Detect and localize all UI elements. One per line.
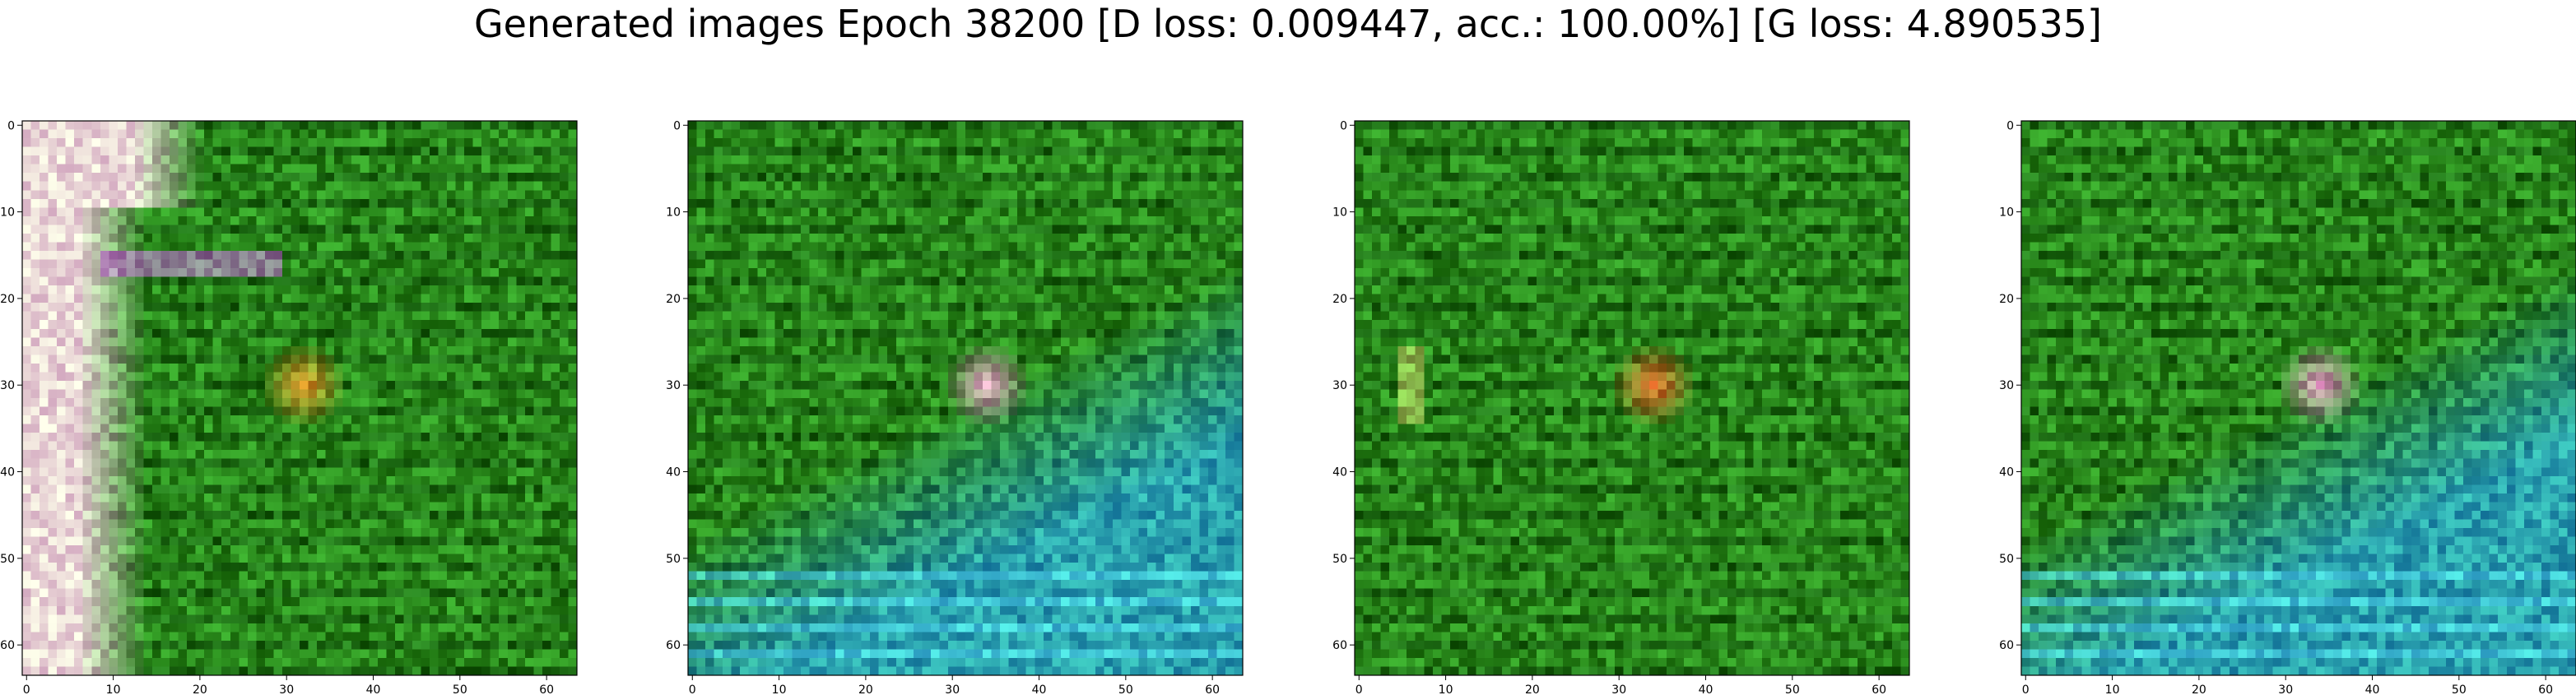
y-tick-label: 0 [673,119,681,132]
axes-frame [2020,120,2576,676]
x-tick-label: 30 [279,683,294,695]
panel-2: 0 10 20 30 40 50 60 0 10 20 30 40 50 60 [666,119,1244,695]
axes-frame [1354,120,1910,676]
y-tick-label: 60 [666,639,681,652]
y-tick-label: 40 [1999,466,2014,480]
y-tick-label: 10 [1999,206,2014,220]
generated-image [2021,121,2576,675]
panel-1: 0 10 20 30 40 50 60 0 10 20 30 40 50 60 [0,119,578,695]
axes-frame [687,120,1244,676]
x-tick-label: 10 [772,683,787,695]
x-tick-label: 60 [2538,683,2553,695]
x-tick-label: 20 [2192,683,2206,695]
x-tick-label: 40 [366,683,381,695]
y-tick-label: 40 [0,466,15,480]
y-tick-label: 0 [7,119,15,132]
x-tick-label: 30 [1611,683,1626,695]
y-tick-label: 10 [666,206,681,220]
y-tick-label: 50 [1999,553,2014,566]
x-tick-label: 10 [1439,683,1453,695]
x-tick-label: 40 [1699,683,1713,695]
y-tick-label: 0 [1340,119,1347,132]
y-tick-label: 40 [666,466,681,480]
y-tick-label: 30 [1999,379,2014,392]
x-tick-label: 60 [1872,683,1886,695]
y-tick-label: 50 [1332,553,1347,566]
y-tick-label: 50 [666,553,681,566]
y-tick-label: 20 [0,293,15,306]
x-tick-label: 60 [539,683,554,695]
y-tick-label: 30 [1332,379,1347,392]
panel-4: 0 10 20 30 40 50 60 0 10 20 30 40 50 60 [1999,119,2576,695]
x-tick-label: 20 [1525,683,1540,695]
y-tick-label: 60 [1332,639,1347,652]
x-tick-label: 10 [2105,683,2120,695]
y-tick-label: 20 [1332,293,1347,306]
y-tick-label: 50 [0,553,15,566]
x-tick-label: 40 [1032,683,1047,695]
y-tick-label: 60 [1999,639,2014,652]
x-tick-label: 40 [2365,683,2380,695]
x-tick-label: 0 [689,683,696,695]
axes-frame [21,120,578,676]
y-tick-label: 10 [0,206,15,220]
x-tick-label: 20 [858,683,873,695]
generated-image [22,121,577,675]
figure-title: Generated images Epoch 38200 [D loss: 0.… [473,2,2103,46]
x-tick-label: 50 [453,683,467,695]
panel-3: 0 10 20 30 40 50 60 0 10 20 30 40 50 60 [1332,119,1910,695]
y-tick-label: 30 [666,379,681,392]
x-tick-label: 0 [23,683,30,695]
x-tick-label: 50 [1785,683,1800,695]
x-tick-label: 30 [2278,683,2293,695]
x-tick-label: 0 [1355,683,1363,695]
x-tick-label: 10 [106,683,121,695]
y-tick-label: 20 [666,293,681,306]
x-tick-label: 50 [1118,683,1133,695]
y-tick-label: 40 [1332,466,1347,480]
x-tick-label: 0 [2022,683,2030,695]
y-tick-label: 30 [0,379,15,392]
x-tick-label: 60 [1205,683,1220,695]
y-tick-label: 20 [1999,293,2014,306]
x-tick-label: 20 [193,683,207,695]
generated-image [688,121,1243,675]
y-tick-label: 10 [1332,206,1347,220]
y-tick-label: 60 [0,639,15,652]
generated-image [1355,121,1909,675]
x-tick-label: 50 [2452,683,2467,695]
x-tick-label: 30 [945,683,960,695]
y-tick-label: 0 [2006,119,2014,132]
